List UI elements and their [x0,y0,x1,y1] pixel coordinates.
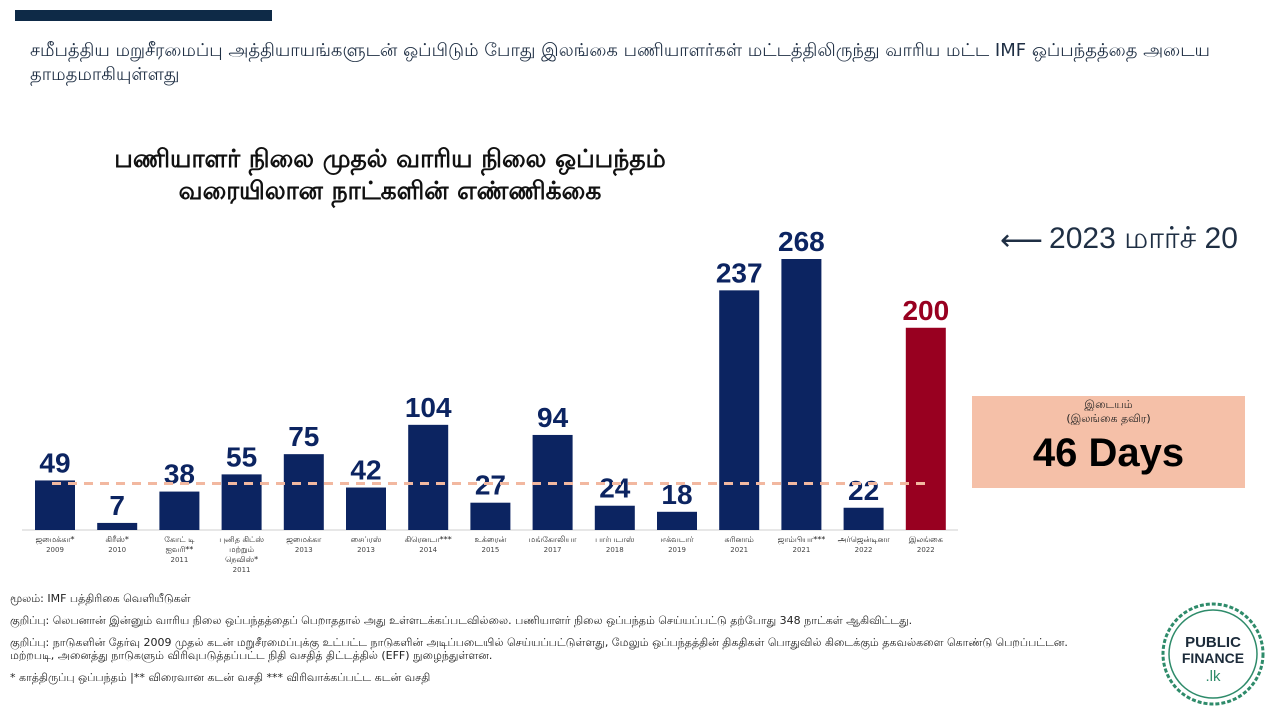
logo-text-lk: .lk [1206,668,1222,685]
category-year: 2022 [917,546,935,554]
bar [657,511,697,530]
bar [159,491,200,530]
footnotes: மூலம்: IMF பத்திரிகை வெளியீடுகள் குறிப்ப… [10,592,1100,684]
category-year: 2021 [792,546,810,554]
category-year: 2013 [357,546,375,554]
bar [35,480,75,530]
category-label: கோட் டி [164,535,195,544]
bar [97,522,138,530]
category-year: 2015 [481,546,499,554]
category-year: 2013 [295,546,313,554]
category-year: 2010 [108,546,126,554]
date-callout: ⟵ 2023 மார்ச் 20 [1000,222,1238,260]
category-label: பார்படாஸ் [595,535,635,544]
bar [470,502,511,530]
bar [408,424,449,530]
category-label: ஜாம்பியா*** [778,535,826,545]
logo-text-finance: FINANCE [1182,650,1244,666]
category-year: 2014 [419,546,437,554]
category-label: ஜமைக்கா [286,535,322,545]
data-label: 104 [405,392,452,423]
data-label: 27 [475,470,506,501]
category-year: 2011 [170,556,188,564]
median-label: இடையம் [1084,398,1133,411]
category-year: 2019 [668,546,686,554]
public-finance-logo: PUBLIC FINANCE .lk [1161,602,1265,706]
header-accent-bar [15,10,272,21]
data-label: 55 [226,441,257,472]
category-label: மங்கோலியா [529,535,577,544]
bar [781,259,822,530]
logo-text-public: PUBLIC [1185,634,1241,651]
bar [221,474,262,530]
data-label: 75 [288,421,319,452]
bar [594,505,635,530]
arrow-left-icon: ⟵ [1000,224,1044,257]
median-value: 46 Days [1032,431,1185,475]
note-selection: குறிப்பு: நாடுகளின் தேர்வு 2009 முதல் கட… [10,636,1068,662]
category-label: உக்ரைன் [474,535,506,544]
category-year: 2022 [855,546,873,554]
page-headline: சமீபத்திய மறுசீரமைப்பு அத்தியாயங்களுடன் … [30,40,1210,85]
category-year: 2021 [730,546,748,554]
category-year: 2018 [606,546,624,554]
category-label: ஈக்வடார் [660,535,694,544]
category-label: இலங்கை [909,535,943,545]
category-label: கிரெனடா*** [405,535,452,544]
category-year: 2009 [46,546,64,554]
chart-title: பணியாளர் நிலை முதல் வாரிய நிலை ஒப்பந்தம்… [30,143,750,207]
chart-title-line-1: பணியாளர் நிலை முதல் வாரிய நிலை ஒப்பந்தம் [114,144,666,173]
category-label: நெவிஸ்* [225,555,258,564]
category-label: ஜமைக்கா* [35,535,74,545]
bar [283,454,324,530]
note-lebanon: குறிப்பு: லெபனான் இன்னும் வாரிய நிலை ஒப்… [10,614,913,627]
category-label: ஐவரி** [165,545,193,554]
data-label: 49 [39,447,70,478]
category-label: கிரீஸ்* [106,535,129,544]
bar [843,507,884,530]
bar [719,290,760,530]
category-label: சுரினாம் [725,535,754,544]
bar [905,327,946,530]
legend-note: * காத்திருப்பு ஒப்பந்தம் |** விரைவான கடன… [10,671,431,684]
data-label: 7 [109,490,125,521]
category-year: 2017 [544,546,562,554]
data-label: 42 [350,455,381,486]
bar [346,487,386,530]
source-note: மூலம்: IMF பத்திரிகை வெளியீடுகள் [10,592,191,605]
category-label: சைப்ரஸ் [351,535,382,544]
data-label: 22 [848,475,879,506]
data-label: 94 [537,402,569,433]
data-label: 24 [599,473,631,504]
data-label: 237 [716,257,763,288]
date-callout-text: 2023 மார்ச் 20 [1049,222,1238,255]
category-label: அர்ஜென்டினா [838,535,891,545]
data-label: 200 [902,295,949,326]
chart-title-line-2: வரையிலான நாட்களின் எண்ணிக்கை [178,176,602,205]
category-year: 2011 [233,566,251,574]
category-label: புனித கிட்ஸ் [219,535,264,544]
median-box: இடையம் (இலங்கை தவிர) 46 Days [972,396,1245,488]
data-label: 268 [778,226,825,257]
category-label: மற்றும் [229,545,254,555]
median-sublabel: (இலங்கை தவிர) [1066,412,1151,425]
